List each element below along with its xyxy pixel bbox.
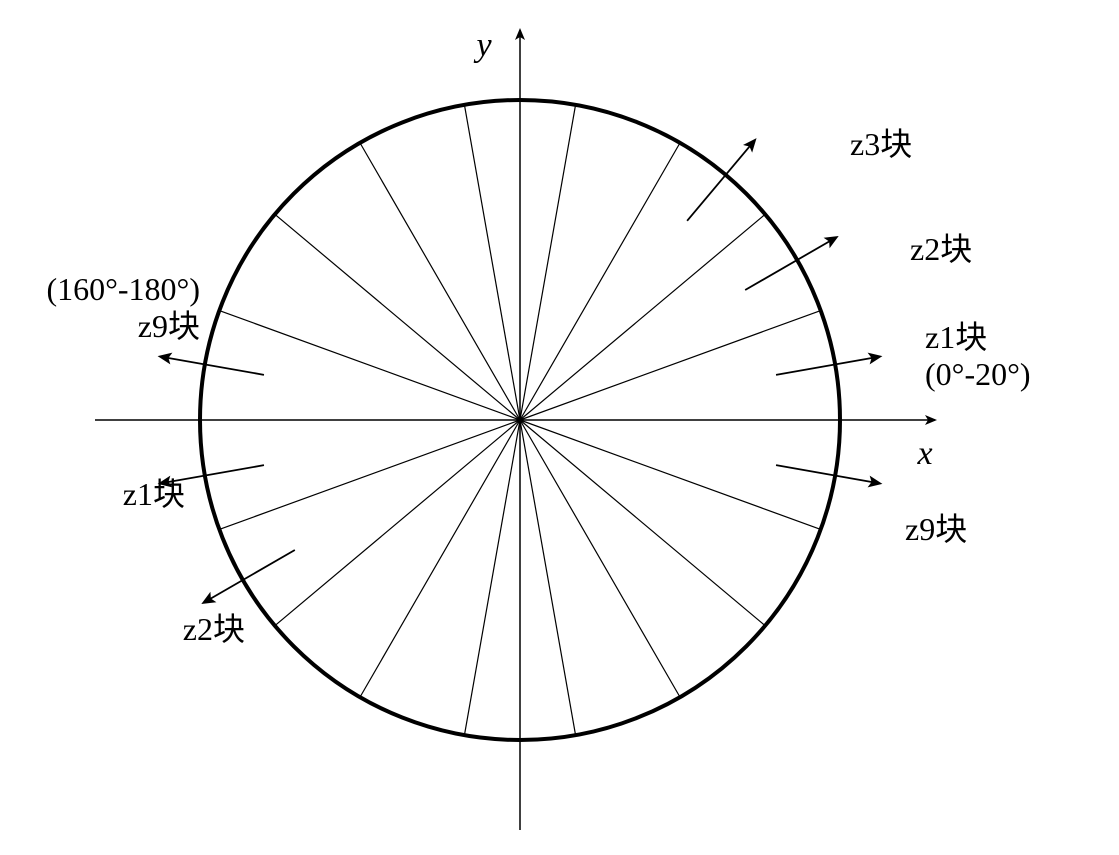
sector-line bbox=[219, 311, 520, 420]
callout-arrow bbox=[776, 465, 879, 483]
sector-line bbox=[520, 420, 765, 626]
callout-label: z9块 bbox=[905, 511, 967, 547]
callout-arrow bbox=[204, 550, 295, 603]
callout-label: z1块(0°-20°) bbox=[925, 319, 1031, 392]
callout-label: z2块 bbox=[910, 231, 972, 267]
radial-sector-diagram: z1块(0°-20°) z2块 z3块 (160°-180°)z9块 z1块 z2块 z9块… bbox=[0, 0, 1119, 855]
x-axis-label: x bbox=[916, 435, 932, 472]
callout-label: z3块 bbox=[850, 126, 912, 162]
sector-line bbox=[275, 214, 520, 420]
sector-line bbox=[275, 420, 520, 626]
callout-label: z2块 bbox=[183, 611, 245, 647]
callout-label: (160°-180°)z9块 bbox=[46, 271, 200, 344]
sector-line bbox=[520, 311, 821, 420]
sector-line bbox=[219, 420, 520, 529]
sector-line bbox=[520, 420, 821, 529]
y-axis-label: y bbox=[473, 27, 492, 64]
callout-label: z1块 bbox=[123, 476, 185, 512]
callout-arrow bbox=[745, 238, 836, 291]
sector-line bbox=[520, 214, 765, 420]
callout-arrow bbox=[161, 357, 264, 375]
callout-arrow bbox=[776, 357, 879, 375]
